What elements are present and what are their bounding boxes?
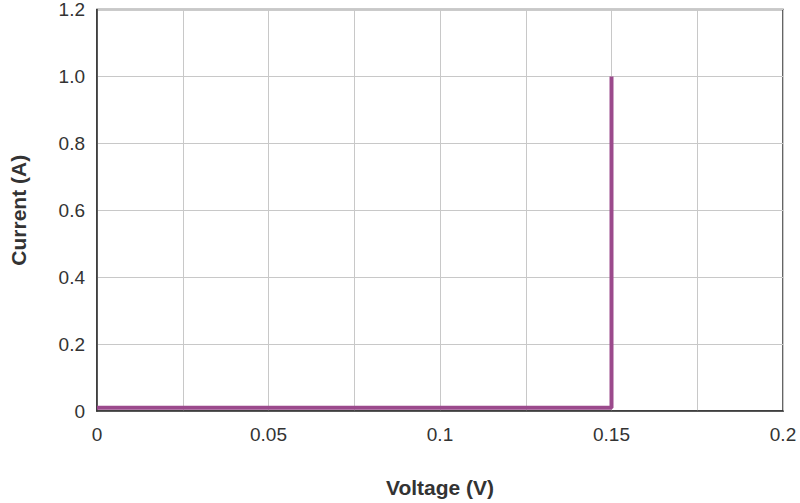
svg-text:1.2: 1.2 (59, 0, 85, 20)
svg-text:0.4: 0.4 (59, 267, 86, 288)
svg-text:1.0: 1.0 (59, 66, 85, 87)
svg-text:0: 0 (74, 401, 85, 422)
svg-text:0.2: 0.2 (59, 334, 85, 355)
svg-text:0: 0 (92, 424, 103, 445)
svg-text:0.1: 0.1 (427, 424, 453, 445)
svg-text:0.6: 0.6 (59, 200, 85, 221)
svg-text:0.05: 0.05 (250, 424, 287, 445)
svg-text:0.2: 0.2 (770, 424, 796, 445)
svg-text:0.15: 0.15 (593, 424, 630, 445)
svg-text:Voltage (V): Voltage (V) (386, 476, 494, 499)
svg-text:0.8: 0.8 (59, 133, 85, 154)
svg-text:Current (A): Current (A) (7, 155, 30, 266)
